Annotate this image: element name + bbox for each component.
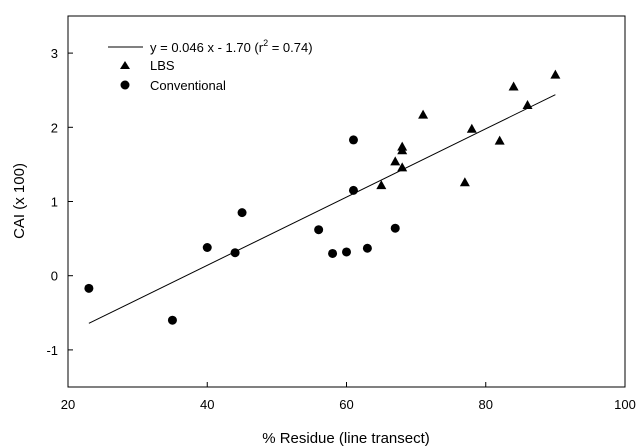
conventional-point xyxy=(348,185,358,195)
legend-lbs-swatch xyxy=(120,61,130,69)
lbs-point xyxy=(390,156,401,166)
x-tick-label: 40 xyxy=(200,397,214,412)
data-points xyxy=(84,69,561,325)
lbs-point xyxy=(418,109,429,119)
legend-conventional-label: Conventional xyxy=(150,78,226,93)
lbs-point xyxy=(508,81,519,91)
y-tick-label: 0 xyxy=(51,269,58,284)
conventional-point xyxy=(167,315,177,325)
lbs-point xyxy=(466,123,477,133)
lbs-point xyxy=(397,162,408,172)
lbs-point xyxy=(459,177,470,187)
conventional-point xyxy=(362,243,372,253)
y-tick-label: 1 xyxy=(51,195,58,210)
conventional-point xyxy=(328,248,338,258)
legend-lbs-label: LBS xyxy=(150,58,175,73)
y-tick-label: 3 xyxy=(51,46,58,61)
lbs-point xyxy=(376,180,387,190)
axis-ticks: 20 40 60 80 100 -1 0 1 2 3 xyxy=(46,46,635,412)
conventional-point xyxy=(390,223,400,233)
legend-conventional-swatch xyxy=(120,80,130,90)
conventional-point xyxy=(314,225,324,235)
y-tick-label: 2 xyxy=(51,120,58,135)
x-tick-label: 80 xyxy=(479,397,493,412)
lbs-point xyxy=(522,100,533,110)
x-tick-label: 60 xyxy=(339,397,353,412)
x-axis-title: % Residue (line transect) xyxy=(262,430,430,447)
lbs-point xyxy=(397,145,408,155)
lbs-point xyxy=(494,135,505,145)
y-axis-title: CAI (x 100) xyxy=(11,163,28,239)
x-tick-label: 100 xyxy=(614,397,636,412)
x-tick-label: 20 xyxy=(61,397,75,412)
conventional-point xyxy=(202,243,212,253)
regression-line xyxy=(88,94,556,324)
lbs-point xyxy=(550,69,561,79)
conventional-point xyxy=(237,208,247,218)
conventional-point xyxy=(230,248,240,258)
y-tick-label: -1 xyxy=(46,343,58,358)
conventional-point xyxy=(348,135,358,145)
legend-regression-label: y = 0.046 x - 1.70 (r2 = 0.74) xyxy=(150,38,313,55)
conventional-point xyxy=(84,283,94,293)
legend: y = 0.046 x - 1.70 (r2 = 0.74) LBS Conve… xyxy=(108,38,313,93)
conventional-point xyxy=(342,247,351,257)
